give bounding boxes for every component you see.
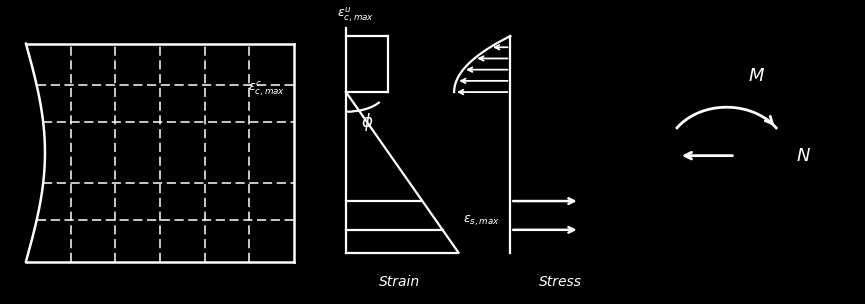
Text: $\varepsilon_{c,max}^{c}$: $\varepsilon_{c,max}^{c}$ xyxy=(248,80,285,98)
Text: Stress: Stress xyxy=(539,275,582,289)
Text: $\phi$: $\phi$ xyxy=(362,111,374,133)
Text: Strain: Strain xyxy=(379,275,420,289)
Text: $M$: $M$ xyxy=(748,67,766,85)
Text: $\varepsilon_{s,max}$: $\varepsilon_{s,max}$ xyxy=(463,213,500,228)
Text: $\varepsilon_{c,max}^{u}$: $\varepsilon_{c,max}^{u}$ xyxy=(337,5,375,24)
Text: $N$: $N$ xyxy=(796,147,811,165)
